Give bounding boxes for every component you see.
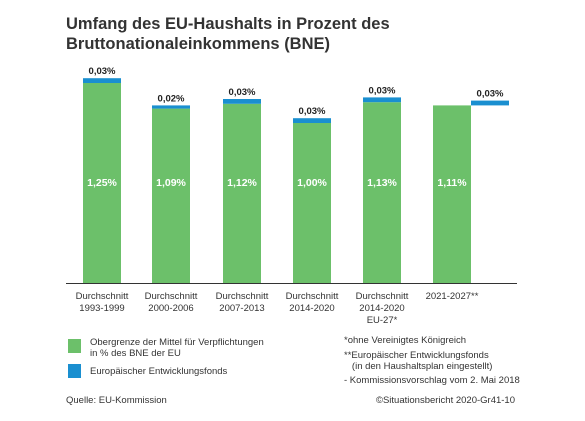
bar-extra-label-1: 0,02% (158, 93, 185, 104)
footnote-3: (in den Haushaltsplan eingestellt) (344, 361, 493, 372)
footnote-2: **Europäischer Entwicklungsfonds (344, 350, 489, 361)
bar-main-2 (223, 103, 261, 283)
bar-main-label-5: 1,11% (437, 177, 467, 189)
legend-swatch-blue (68, 364, 81, 378)
bar-main-label-0: 1,25% (87, 177, 117, 189)
footnote-1: *ohne Vereinigtes Königreich (344, 335, 467, 346)
legend-green-line-1: Obergrenze der Mittel für Verpflichtunge… (90, 337, 264, 348)
category-label-1-0: Durchschnitt (145, 291, 198, 302)
bar-main-4 (363, 102, 401, 283)
category-label-4-0: Durchschnitt (356, 291, 409, 302)
category-label-2-1: 2007-2013 (219, 303, 264, 314)
bar-extra-label-2: 0,03% (229, 87, 256, 98)
bar-extra-label-4: 0,03% (369, 85, 396, 96)
bar-extra-1 (152, 105, 190, 109)
bar-extra-0 (83, 78, 121, 83)
category-label-0-0: Durchschnitt (76, 291, 129, 302)
bar-extra-label-5: 0,03% (477, 89, 504, 100)
category-label-3-1: 2014-2020 (289, 303, 334, 314)
legend-swatch-green (68, 339, 81, 353)
category-label-3-0: Durchschnitt (286, 291, 339, 302)
bar-extra-2 (223, 99, 261, 104)
category-label-4-1: 2014-2020 (359, 303, 404, 314)
category-label-2-0: Durchschnitt (216, 291, 269, 302)
legend-label-green: Obergrenze der Mittel für Verpflichtunge… (90, 337, 264, 359)
bar-main-label-2: 1,12% (227, 177, 257, 189)
bar-main-0 (83, 83, 121, 283)
bar-main-3 (293, 123, 331, 283)
bar-extra-4 (363, 97, 401, 103)
title-line-2: Bruttonationaleinkommens (BNE) (66, 35, 331, 53)
title-line-1: Umfang des EU-Haushalts in Prozent des (66, 15, 390, 33)
bar-main-label-1: 1,09% (156, 177, 186, 189)
category-label-0-1: 1993-1999 (79, 303, 124, 314)
footnote-4: - Kommissionsvorschlag vom 2. Mai 2018 (344, 375, 520, 386)
chart-title: Umfang des EU-Haushalts in Prozent des B… (66, 14, 546, 54)
category-label-5-0: 2021-2027** (426, 291, 479, 302)
bar-extra-label-3: 0,03% (299, 106, 326, 117)
source-note: Quelle: EU-Kommission (66, 395, 167, 406)
category-label-1-1: 2000-2006 (148, 303, 193, 314)
credit-note: ©Situationsbericht 2020-Gr41-10 (375, 395, 515, 406)
bar-main-label-4: 1,13% (367, 177, 397, 189)
bar-extra-label-0: 0,03% (89, 66, 116, 77)
bar-extra-5 (471, 100, 509, 106)
bar-main-1 (152, 108, 190, 283)
bar-extra-3 (293, 118, 331, 123)
bar-main-label-3: 1,00% (297, 177, 327, 189)
category-label-4-2: EU-27* (367, 315, 398, 326)
legend-label-blue: Europäischer Entwicklungsfonds (90, 366, 227, 377)
legend-green-line-2: in % des BNE der EU (90, 348, 181, 359)
bar-main-5 (433, 105, 471, 284)
legend-blue-line-1: Europäischer Entwicklungsfonds (90, 366, 228, 377)
